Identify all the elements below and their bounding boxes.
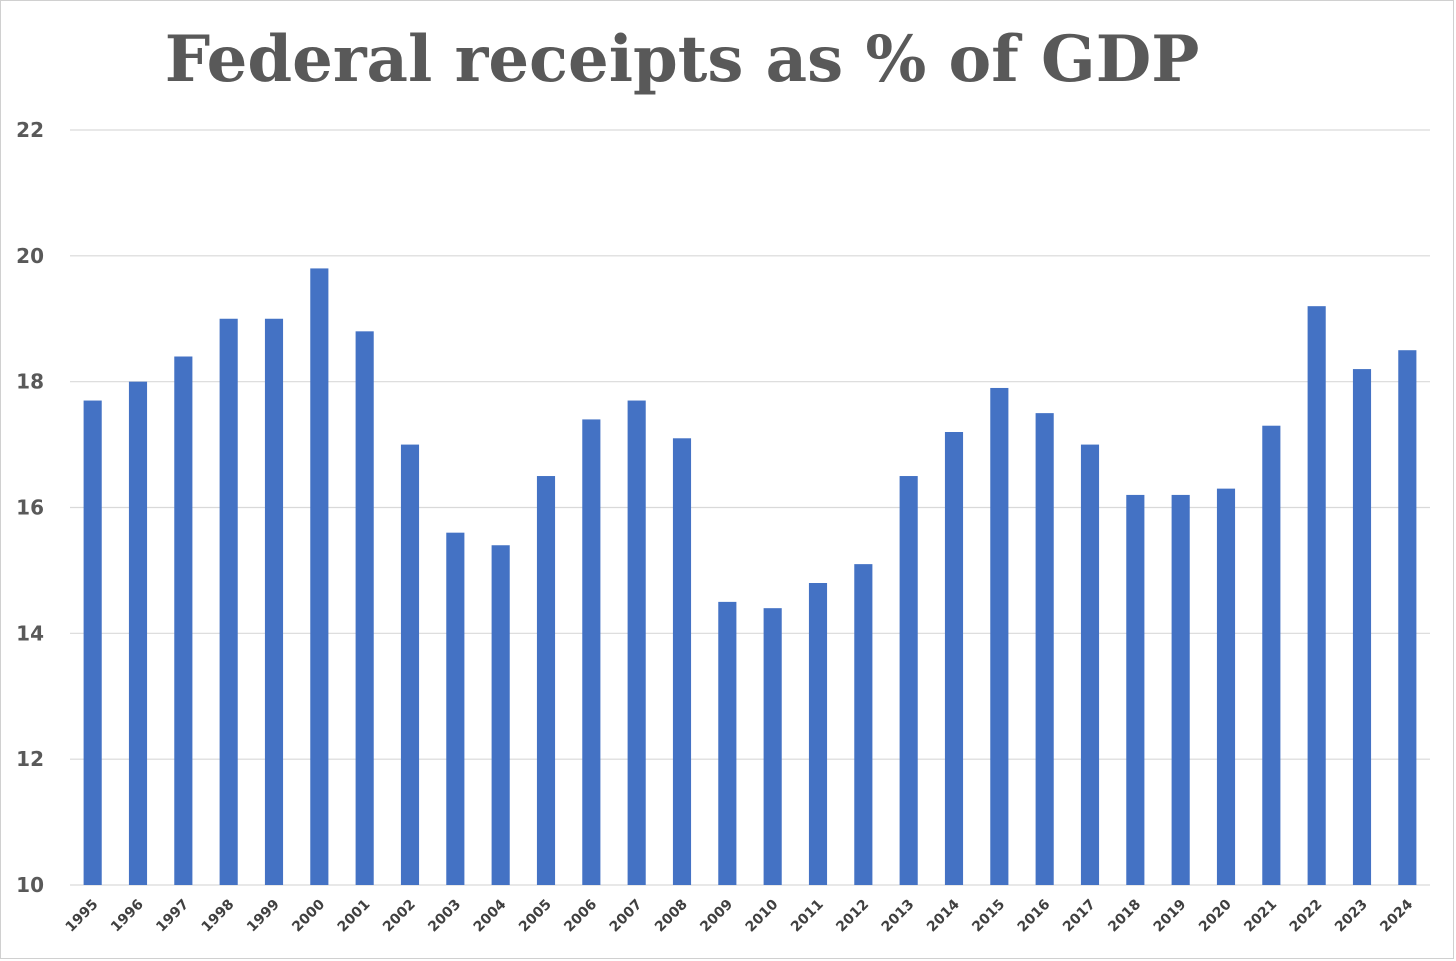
x-tick-label: 2023 [1332, 897, 1371, 936]
bar-2003 [446, 532, 465, 885]
bar-2016 [1035, 413, 1054, 886]
bar-1998 [219, 318, 238, 885]
bar-2004 [491, 545, 510, 885]
bar-1999 [264, 318, 284, 885]
bar-2007 [627, 400, 646, 885]
y-tick-label: 20 [16, 244, 44, 268]
x-tick-label: 2007 [607, 897, 646, 936]
bar-2002 [400, 444, 420, 885]
bar-2019 [1171, 494, 1190, 885]
x-tick-label: 2017 [1060, 897, 1099, 936]
x-axis-ticks: 1995 1996 1997 1998 1999 2000 2001 2002 2003 2004… [63, 896, 1417, 935]
bar-2014 [944, 432, 964, 885]
bar-1997 [174, 356, 193, 885]
x-tick-label: 2001 [335, 897, 374, 936]
bar-2021 [1262, 425, 1281, 885]
x-tick-label: 2016 [1015, 897, 1054, 936]
x-tick-label: 2006 [561, 897, 600, 936]
y-tick-label: 18 [16, 370, 44, 394]
gridlines [70, 129, 1430, 886]
bar-2022 [1307, 306, 1326, 885]
y-tick-label: 12 [16, 747, 44, 771]
bar-2010 [763, 608, 782, 885]
bar-2009 [718, 601, 737, 886]
x-tick-label: 2014 [924, 896, 963, 935]
bar-1996 [128, 381, 148, 885]
y-axis-ticks: 10 12 14 16 18 20 22 [16, 118, 44, 897]
bar-1995 [83, 400, 102, 885]
x-tick-label: 2024 [1377, 896, 1416, 935]
bars [83, 268, 1417, 886]
bar-2013 [899, 476, 918, 885]
x-tick-label: 1996 [108, 897, 147, 936]
x-tick-label: 2000 [289, 896, 328, 935]
bar-2005 [536, 476, 556, 885]
x-tick-label: 2022 [1287, 897, 1326, 936]
x-tick-label: 2021 [1241, 897, 1280, 936]
bar-2017 [1080, 444, 1100, 885]
x-tick-label: 2009 [697, 897, 736, 936]
bar-2011 [808, 583, 828, 885]
y-tick-label: 22 [16, 118, 44, 142]
x-tick-label: 2018 [1105, 897, 1144, 936]
bar-2001 [355, 331, 374, 886]
x-tick-label: 1998 [199, 897, 238, 936]
bar-2012 [854, 564, 873, 886]
x-tick-label: 2011 [788, 897, 827, 936]
x-tick-label: 2003 [425, 897, 464, 936]
x-tick-label: 1995 [63, 897, 102, 936]
x-tick-label: 2004 [471, 896, 510, 935]
x-tick-label: 1999 [244, 897, 283, 936]
x-tick-label: 2012 [833, 897, 872, 936]
bar-2020 [1216, 488, 1236, 886]
bar-2006 [582, 419, 601, 885]
y-tick-label: 16 [16, 496, 44, 520]
bar-2024 [1398, 350, 1417, 886]
bar-2008 [672, 438, 692, 885]
bar-2000 [310, 268, 329, 885]
x-tick-label: 1997 [153, 897, 192, 936]
y-tick-label: 10 [16, 873, 44, 897]
y-tick-label: 14 [16, 621, 44, 645]
bar-2023 [1352, 369, 1372, 886]
x-tick-label: 2005 [516, 897, 555, 936]
x-tick-label: 2002 [380, 897, 419, 936]
x-tick-label: 2015 [969, 897, 1008, 936]
bar-2015 [990, 387, 1009, 885]
bar-2018 [1126, 494, 1145, 885]
x-tick-label: 2013 [879, 897, 918, 936]
x-tick-label: 2020 [1196, 896, 1235, 935]
chart-title: Federal receipts as % of GDP [164, 22, 1200, 97]
x-tick-label: 2019 [1151, 897, 1190, 936]
x-tick-label: 2008 [652, 897, 691, 936]
x-tick-label: 2010 [743, 896, 782, 935]
